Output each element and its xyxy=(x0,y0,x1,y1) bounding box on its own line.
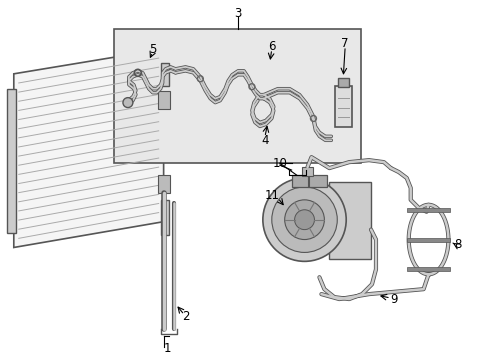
Text: 7: 7 xyxy=(341,37,348,50)
Bar xyxy=(291,175,326,187)
Text: 8: 8 xyxy=(454,238,461,251)
Bar xyxy=(301,167,313,176)
Text: 3: 3 xyxy=(234,7,241,20)
Polygon shape xyxy=(161,63,168,86)
Bar xyxy=(335,86,351,127)
Bar xyxy=(338,78,348,87)
Text: 4: 4 xyxy=(261,134,268,147)
Circle shape xyxy=(263,178,346,261)
Bar xyxy=(157,175,169,193)
Circle shape xyxy=(284,200,324,239)
Polygon shape xyxy=(7,89,16,233)
Circle shape xyxy=(122,98,133,108)
Text: 5: 5 xyxy=(149,42,156,55)
Bar xyxy=(114,29,360,163)
Text: 9: 9 xyxy=(389,293,397,306)
Text: 11: 11 xyxy=(264,189,279,202)
Text: 10: 10 xyxy=(272,157,286,170)
Text: 2: 2 xyxy=(182,310,189,323)
Circle shape xyxy=(271,187,337,252)
Text: 6: 6 xyxy=(267,40,275,53)
Bar xyxy=(406,267,449,271)
Bar xyxy=(406,208,449,212)
Bar xyxy=(157,91,169,109)
Bar xyxy=(406,238,449,242)
Polygon shape xyxy=(161,200,168,235)
Bar xyxy=(328,182,370,260)
Circle shape xyxy=(294,210,314,230)
Text: 1: 1 xyxy=(163,342,171,355)
Polygon shape xyxy=(14,49,163,247)
